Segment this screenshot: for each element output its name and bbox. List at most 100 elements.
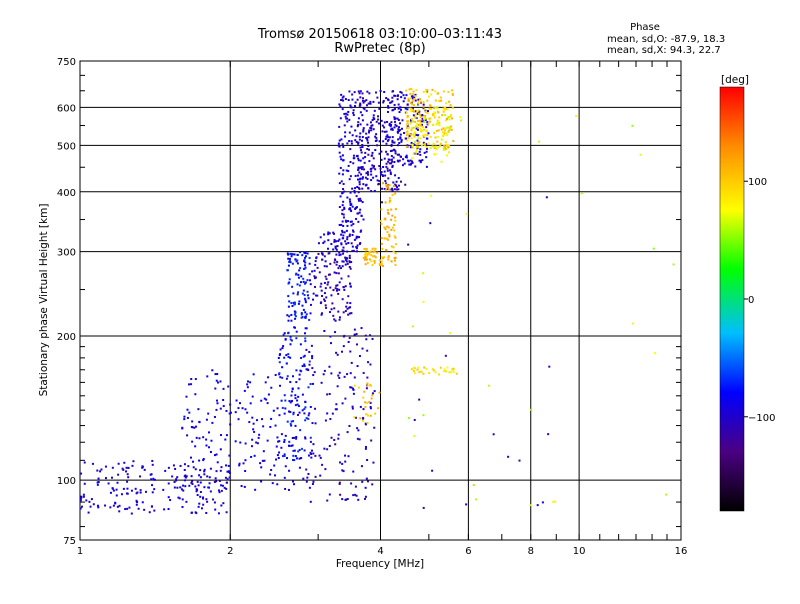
data-point bbox=[302, 355, 305, 358]
data-point bbox=[385, 162, 388, 165]
data-point bbox=[302, 277, 305, 280]
data-point bbox=[305, 327, 308, 330]
data-point bbox=[292, 413, 295, 416]
data-point bbox=[411, 325, 414, 328]
data-point bbox=[344, 263, 347, 266]
data-point bbox=[337, 433, 340, 436]
data-point bbox=[206, 500, 209, 503]
data-point bbox=[436, 140, 439, 143]
data-point bbox=[335, 253, 338, 256]
data-point bbox=[425, 143, 428, 146]
data-point bbox=[115, 494, 118, 497]
data-point bbox=[382, 166, 385, 169]
data-point bbox=[366, 90, 369, 93]
data-point bbox=[195, 488, 198, 491]
data-point bbox=[225, 481, 228, 484]
data-point bbox=[348, 424, 351, 427]
data-point bbox=[329, 262, 332, 265]
data-point bbox=[358, 92, 361, 95]
data-point bbox=[392, 246, 395, 249]
data-point bbox=[367, 361, 370, 364]
data-point bbox=[380, 237, 383, 240]
data-point bbox=[275, 445, 278, 448]
data-point bbox=[433, 116, 436, 119]
y-tick-label: 750 bbox=[57, 57, 76, 68]
data-point bbox=[328, 444, 331, 447]
data-point bbox=[261, 459, 264, 462]
data-point bbox=[425, 150, 428, 153]
data-point bbox=[350, 242, 353, 245]
data-point bbox=[347, 313, 350, 316]
data-point bbox=[397, 128, 400, 131]
data-point bbox=[355, 206, 358, 209]
data-point bbox=[265, 398, 268, 401]
data-point bbox=[256, 442, 259, 445]
data-point bbox=[260, 466, 263, 469]
data-point bbox=[363, 390, 366, 393]
data-point bbox=[132, 460, 135, 463]
data-point bbox=[100, 468, 103, 471]
data-point bbox=[303, 294, 306, 297]
data-point bbox=[349, 191, 352, 194]
data-point bbox=[361, 119, 364, 122]
data-point bbox=[366, 171, 369, 174]
data-point bbox=[174, 467, 177, 470]
data-point bbox=[130, 512, 133, 515]
data-point bbox=[368, 92, 371, 95]
data-point bbox=[342, 169, 345, 172]
data-point bbox=[190, 511, 193, 514]
data-point bbox=[446, 126, 449, 129]
data-point bbox=[451, 89, 454, 92]
data-point bbox=[446, 154, 449, 157]
data-point bbox=[411, 143, 414, 146]
data-point bbox=[341, 498, 344, 501]
data-point bbox=[332, 232, 335, 235]
data-point bbox=[359, 90, 362, 93]
data-point bbox=[352, 392, 355, 395]
data-point bbox=[409, 110, 412, 113]
data-point bbox=[438, 100, 441, 103]
data-point bbox=[291, 375, 294, 378]
data-point bbox=[315, 256, 318, 259]
data-point bbox=[353, 238, 356, 241]
data-point bbox=[297, 302, 300, 305]
data-point bbox=[196, 480, 199, 483]
data-point bbox=[308, 279, 311, 282]
data-point bbox=[211, 369, 214, 372]
data-point bbox=[340, 158, 343, 161]
data-point bbox=[304, 315, 307, 318]
data-point bbox=[414, 140, 417, 143]
data-point bbox=[307, 472, 310, 475]
x-tick-label: 8 bbox=[528, 546, 534, 557]
data-point bbox=[342, 286, 345, 289]
data-point bbox=[251, 416, 254, 419]
data-point bbox=[372, 128, 375, 131]
data-point bbox=[442, 110, 445, 113]
data-point bbox=[337, 437, 340, 440]
data-point bbox=[293, 310, 296, 313]
data-point bbox=[340, 243, 343, 246]
data-point bbox=[338, 224, 341, 227]
data-point bbox=[394, 94, 397, 97]
data-point bbox=[283, 476, 286, 479]
data-point bbox=[319, 456, 322, 459]
data-point bbox=[215, 379, 218, 382]
data-point bbox=[410, 137, 413, 140]
data-point bbox=[518, 459, 521, 462]
data-point bbox=[395, 243, 398, 246]
data-point bbox=[199, 491, 202, 494]
data-point bbox=[386, 153, 389, 156]
data-point bbox=[366, 177, 369, 180]
data-point bbox=[183, 415, 186, 418]
data-point bbox=[492, 433, 495, 436]
data-point bbox=[278, 440, 281, 443]
data-point bbox=[198, 474, 201, 477]
data-point bbox=[434, 136, 437, 139]
data-point bbox=[346, 250, 349, 253]
data-point bbox=[288, 257, 291, 260]
data-point bbox=[368, 131, 371, 134]
data-point bbox=[388, 136, 391, 139]
data-point bbox=[422, 141, 425, 144]
data-point bbox=[289, 338, 292, 341]
data-point bbox=[235, 399, 238, 402]
